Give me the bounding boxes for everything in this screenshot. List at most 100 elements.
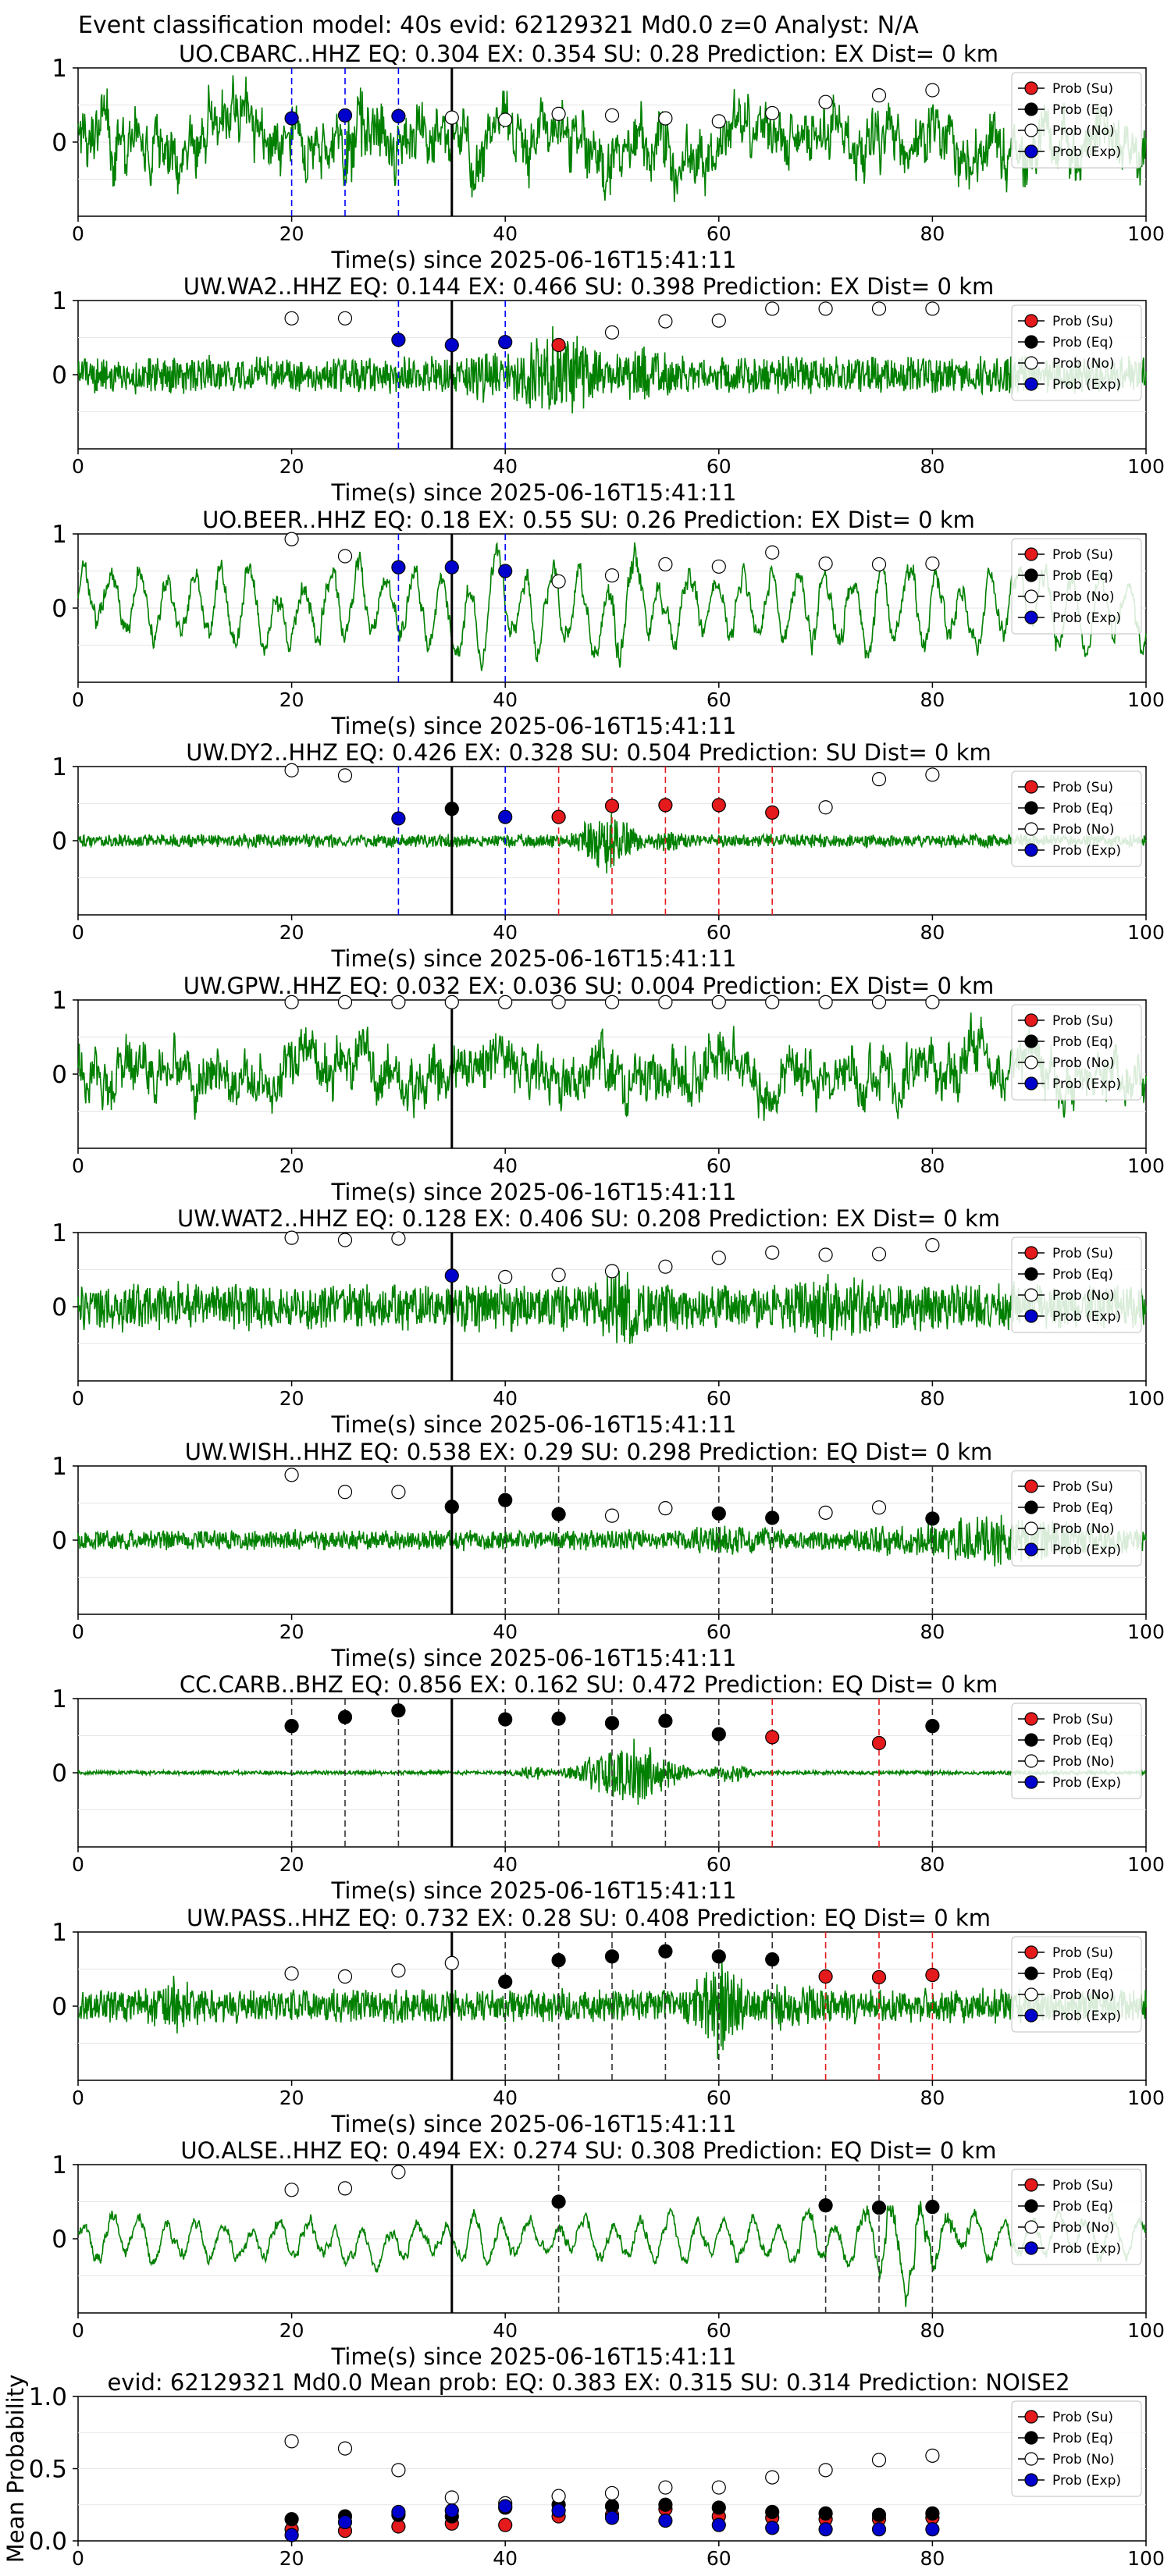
point-no (871, 301, 887, 316)
point-exp (498, 564, 513, 578)
point-no (871, 1247, 887, 1261)
legend-label: Prob (Su) (1052, 2410, 1113, 2425)
x-tick-label: 100 (1127, 921, 1165, 944)
point-eq (498, 1712, 513, 1727)
legend-label: Prob (Eq) (1052, 102, 1113, 118)
point-eq (551, 2194, 566, 2209)
x-tick-label: 60 (707, 921, 731, 944)
point-no (818, 2463, 833, 2478)
legend-label: Prob (Eq) (1052, 2199, 1113, 2215)
point-no (925, 994, 940, 1009)
panel-5: UW.GPW..HHZ EQ: 0.032 EX: 0.036 SU: 0.00… (52, 973, 1165, 1205)
x-tick-label: 0 (72, 1387, 84, 1410)
x-tick-label: 60 (707, 2087, 731, 2109)
legend-box (1011, 2400, 1142, 2497)
point-exp (391, 811, 406, 826)
point-eq (284, 1719, 299, 1734)
point-su (765, 805, 780, 820)
point-eq (765, 2504, 780, 2520)
waveform-trace (77, 2201, 1147, 2307)
point-eq (765, 1952, 780, 1967)
legend-label: Prob (No) (1052, 1987, 1115, 2003)
x-axis-label: Time(s) since 2025-06-16T15:41:11 (331, 1645, 737, 1671)
legend-marker-no (1024, 123, 1038, 137)
point-no (284, 2183, 299, 2197)
point-no (391, 1231, 406, 1246)
legend-label: Prob (Eq) (1052, 1966, 1113, 1982)
legend-label: Prob (No) (1052, 123, 1115, 139)
legend-box (1011, 538, 1142, 635)
x-tick-label: 80 (920, 2087, 945, 2109)
point-no (498, 112, 513, 127)
point-eq (711, 2500, 726, 2515)
legend-label: Prob (Su) (1052, 314, 1113, 329)
point-no (337, 1485, 353, 1500)
panel-title: evid: 62129321 Md0.0 Mean prob: EQ: 0.38… (107, 2369, 1070, 2396)
legend-marker-exp (1024, 843, 1038, 857)
legend-label: Prob (Exp) (1052, 2241, 1121, 2257)
waveform-trace (77, 542, 1147, 671)
point-no (765, 105, 780, 121)
legend-marker-exp (1024, 2241, 1038, 2255)
waveform-trace (77, 1012, 1147, 1121)
legend: Prob (Su) Prob (Eq) Prob (No) Prob (Exp) (1011, 1470, 1142, 1567)
point-no (391, 2463, 406, 2478)
x-tick-label: 40 (493, 688, 518, 711)
x-axis-label: Time(s) since 2025-06-16T15:41:11 (331, 2343, 737, 2370)
panel-11: evid: 62129321 Md0.0 Mean prob: EQ: 0.38… (2, 2369, 1165, 2570)
point-no (871, 1500, 887, 1515)
x-tick-label: 80 (920, 1853, 945, 1876)
point-no (658, 314, 673, 329)
y-tick-label: 0 (52, 2226, 67, 2254)
point-su (871, 1969, 887, 1985)
x-tick-label: 80 (920, 688, 945, 711)
x-tick-label: 40 (493, 2087, 518, 2109)
point-no (337, 994, 353, 1009)
legend-box (1011, 1936, 1142, 2033)
point-no (658, 2480, 673, 2495)
point-no (925, 556, 940, 571)
y-tick-label: 1 (52, 2151, 67, 2179)
panel-3: UO.BEER..HHZ EQ: 0.18 EX: 0.55 SU: 0.26 … (52, 507, 1165, 739)
point-eq (391, 1703, 406, 1718)
x-axis-label: Time(s) since 2025-06-16T15:41:11 (331, 479, 737, 506)
legend-marker-no (1024, 589, 1038, 603)
legend: Prob (Su) Prob (Eq) Prob (No) Prob (Exp) (1011, 770, 1142, 867)
point-no (551, 1268, 566, 1283)
legend-label: Prob (No) (1052, 356, 1115, 372)
point-no (337, 1969, 353, 1984)
point-exp (391, 109, 406, 123)
legend-marker-eq (1024, 102, 1038, 116)
x-tick-label: 40 (493, 1387, 518, 1410)
x-axis-label: Time(s) since 2025-06-16T15:41:11 (331, 945, 737, 972)
y-tick-label: 1 (52, 55, 67, 83)
point-no (925, 1238, 940, 1253)
point-no (871, 2453, 887, 2467)
waveform-trace (77, 1270, 1147, 1344)
point-no (604, 1264, 620, 1279)
x-tick-label: 80 (920, 1621, 945, 1643)
panel-8: CC.CARB..BHZ EQ: 0.856 EX: 0.162 SU: 0.4… (52, 1671, 1165, 1904)
waveform-trace (77, 1514, 1147, 1567)
legend-marker-exp (1024, 2008, 1038, 2023)
point-no (711, 1251, 726, 1265)
point-eq (925, 2200, 940, 2215)
panel-title: UO.CBARC..HHZ EQ: 0.304 EX: 0.354 SU: 0.… (179, 41, 998, 67)
y-tick-label: 1 (52, 1685, 67, 1713)
legend-label: Prob (Exp) (1052, 843, 1121, 859)
y-tick-label: 0 (52, 1061, 67, 1089)
legend-marker-exp (1024, 1542, 1038, 1557)
x-tick-label: 0 (72, 1853, 84, 1876)
point-exp (711, 2517, 726, 2532)
point-su (551, 809, 566, 824)
x-tick-label: 40 (493, 2319, 518, 2342)
panel-title: UW.WAT2..HHZ EQ: 0.128 EX: 0.406 SU: 0.2… (177, 1205, 1000, 1232)
legend-marker-su (1024, 81, 1038, 95)
point-no (337, 768, 353, 783)
point-eq (658, 1713, 673, 1728)
point-no (818, 994, 833, 1009)
point-no (765, 1245, 780, 1260)
x-tick-label: 20 (279, 1387, 304, 1410)
y-tick-label: 1 (52, 753, 67, 781)
point-no (284, 2434, 299, 2449)
